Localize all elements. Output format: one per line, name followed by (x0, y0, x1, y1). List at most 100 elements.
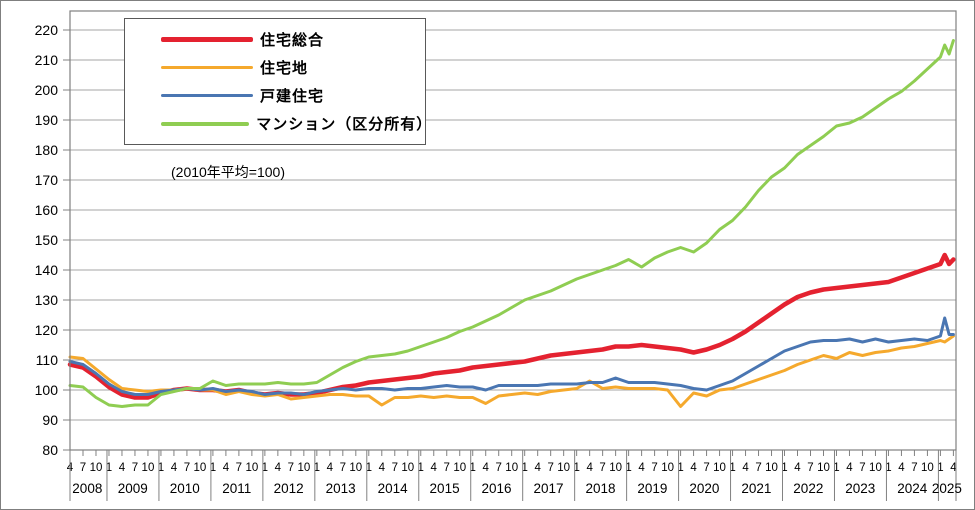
x-month-label: 1 (521, 462, 527, 474)
x-month-label: 4 (638, 462, 645, 474)
x-month-label: 7 (547, 462, 553, 474)
legend-label: 戸建住宅 (260, 88, 325, 106)
legend-item-housing-total: 住宅総合 (161, 29, 425, 50)
x-year-label: 2025 (932, 481, 962, 496)
x-month-label: 7 (859, 462, 865, 474)
x-month-label: 7 (288, 462, 294, 474)
x-month-label: 10 (505, 462, 518, 474)
x-month-label: 4 (327, 462, 334, 474)
x-month-label: 10 (765, 462, 778, 474)
x-month-label: 1 (366, 462, 372, 474)
y-axis-label: 120 (35, 322, 59, 338)
x-month-label: 10 (713, 462, 726, 474)
x-month-label: 1 (677, 462, 683, 474)
y-axis-label: 190 (35, 112, 59, 128)
x-year-label: 2017 (533, 481, 563, 496)
x-year-label: 2020 (689, 481, 719, 496)
x-month-label: 1 (106, 462, 112, 474)
x-month-label: 10 (142, 462, 155, 474)
x-year-label: 2019 (637, 481, 667, 496)
y-axis-label: 170 (35, 172, 59, 188)
x-month-label: 7 (80, 462, 86, 474)
legend-label: 住宅地 (260, 59, 309, 77)
legend-label: マンション（区分所有） (256, 116, 433, 134)
x-month-label: 7 (184, 462, 190, 474)
x-month-label: 4 (534, 462, 541, 474)
x-month-label: 10 (921, 462, 934, 474)
x-month-label: 10 (349, 462, 362, 474)
x-month-label: 10 (869, 462, 882, 474)
legend-item-residential-land: 住宅地 (161, 57, 425, 78)
x-month-label: 7 (236, 462, 242, 474)
y-axis-label: 100 (35, 382, 59, 398)
x-month-label: 7 (496, 462, 502, 474)
y-axis-label: 210 (35, 52, 59, 68)
legend-line-sample-blue (161, 93, 253, 98)
x-year-label: 2014 (378, 481, 409, 496)
x-month-label: 7 (599, 462, 605, 474)
y-axis-label: 110 (36, 352, 59, 368)
index-base-note: (2010年平均=100) (171, 164, 286, 180)
x-month-label: 7 (911, 462, 917, 474)
x-year-label: 2015 (430, 481, 460, 496)
x-month-label: 7 (132, 462, 138, 474)
legend-label: 住宅総合 (260, 31, 325, 49)
x-month-label: 7 (651, 462, 657, 474)
x-month-label: 4 (171, 462, 178, 474)
x-month-label: 4 (898, 462, 905, 474)
chart-line-series-0 (67, 252, 956, 400)
x-month-label: 1 (314, 462, 320, 474)
x-month-label: 4 (846, 462, 853, 474)
x-month-label: 10 (609, 462, 622, 474)
x-month-label: 1 (210, 462, 216, 474)
x-month-label: 10 (817, 462, 830, 474)
x-month-label: 7 (392, 462, 398, 474)
x-year-label: 2024 (897, 481, 928, 496)
chart-line-series-3 (68, 39, 955, 408)
x-month-label: 10 (245, 462, 258, 474)
x-month-label: 10 (194, 462, 207, 474)
legend-box: 住宅総合 住宅地 戸建住宅 マンション（区分所有） (124, 18, 433, 145)
x-month-label: 1 (470, 462, 476, 474)
legend-line-sample-red (161, 36, 253, 42)
plot-border (69, 10, 957, 451)
x-month-label: 1 (158, 462, 164, 474)
chart-line-series-1 (68, 334, 955, 408)
x-year-label: 2016 (482, 481, 512, 496)
y-axis-label: 160 (35, 202, 59, 218)
y-axis-label: 80 (42, 442, 58, 458)
x-month-label: 4 (275, 462, 282, 474)
y-axis-label: 150 (35, 232, 59, 248)
x-month-label: 7 (703, 462, 709, 474)
y-axis-label: 140 (35, 262, 59, 278)
legend-item-condominium: マンション（区分所有） (161, 113, 433, 134)
y-axis-label: 200 (35, 82, 59, 98)
x-year-label: 2018 (585, 481, 615, 496)
x-month-label: 1 (262, 462, 268, 474)
x-month-label: 4 (119, 462, 126, 474)
x-month-label: 1 (418, 462, 424, 474)
x-month-label: 4 (223, 462, 230, 474)
x-month-label: 10 (661, 462, 674, 474)
x-year-label: 2008 (72, 481, 102, 496)
x-month-label: 10 (557, 462, 570, 474)
x-year-label: 2009 (118, 481, 148, 496)
x-month-label: 7 (340, 462, 346, 474)
x-year-label: 2022 (793, 481, 823, 496)
x-year-label: 2012 (274, 481, 304, 496)
chart-line-series-2 (68, 316, 955, 396)
x-year-label: 2011 (222, 481, 251, 496)
x-month-label: 4 (690, 462, 697, 474)
x-month-label: 4 (950, 462, 957, 474)
x-month-label: 4 (586, 462, 593, 474)
x-year-label: 2023 (845, 481, 875, 496)
legend-line-sample-green (161, 122, 250, 126)
x-month-label: 10 (90, 462, 103, 474)
x-month-label: 1 (885, 462, 891, 474)
x-month-label: 10 (453, 462, 466, 474)
x-year-label: 2021 (741, 481, 771, 496)
x-month-label: 1 (833, 462, 839, 474)
x-month-label: 10 (297, 462, 310, 474)
legend-line-sample-orange (161, 65, 253, 70)
